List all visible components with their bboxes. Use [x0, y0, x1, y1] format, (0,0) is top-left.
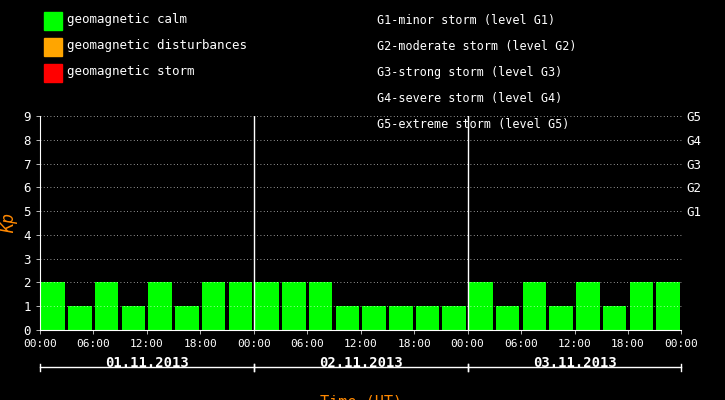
- Bar: [41, 282, 65, 330]
- Text: 02.11.2013: 02.11.2013: [319, 356, 402, 370]
- Bar: [389, 306, 413, 330]
- Bar: [469, 282, 493, 330]
- Text: Time (UT): Time (UT): [320, 394, 402, 400]
- Text: geomagnetic calm: geomagnetic calm: [67, 14, 188, 26]
- Bar: [523, 282, 546, 330]
- Text: geomagnetic disturbances: geomagnetic disturbances: [67, 40, 247, 52]
- Text: G5-extreme storm (level G5): G5-extreme storm (level G5): [377, 118, 569, 131]
- Text: G2-moderate storm (level G2): G2-moderate storm (level G2): [377, 40, 576, 53]
- Bar: [603, 306, 626, 330]
- Bar: [336, 306, 359, 330]
- Bar: [149, 282, 172, 330]
- Y-axis label: Kp: Kp: [0, 213, 18, 233]
- Bar: [629, 282, 653, 330]
- Bar: [68, 306, 92, 330]
- Bar: [362, 306, 386, 330]
- Text: 01.11.2013: 01.11.2013: [105, 356, 188, 370]
- Bar: [282, 282, 306, 330]
- Bar: [228, 282, 252, 330]
- Bar: [442, 306, 466, 330]
- Bar: [496, 306, 520, 330]
- Text: G3-strong storm (level G3): G3-strong storm (level G3): [377, 66, 563, 79]
- Bar: [255, 282, 279, 330]
- Bar: [175, 306, 199, 330]
- Text: G1-minor storm (level G1): G1-minor storm (level G1): [377, 14, 555, 27]
- Bar: [202, 282, 225, 330]
- Bar: [576, 282, 600, 330]
- Bar: [550, 306, 573, 330]
- Text: 03.11.2013: 03.11.2013: [533, 356, 616, 370]
- Bar: [309, 282, 332, 330]
- Bar: [415, 306, 439, 330]
- Bar: [122, 306, 145, 330]
- Text: geomagnetic storm: geomagnetic storm: [67, 66, 195, 78]
- Bar: [656, 282, 680, 330]
- Text: G4-severe storm (level G4): G4-severe storm (level G4): [377, 92, 563, 105]
- Bar: [95, 282, 118, 330]
